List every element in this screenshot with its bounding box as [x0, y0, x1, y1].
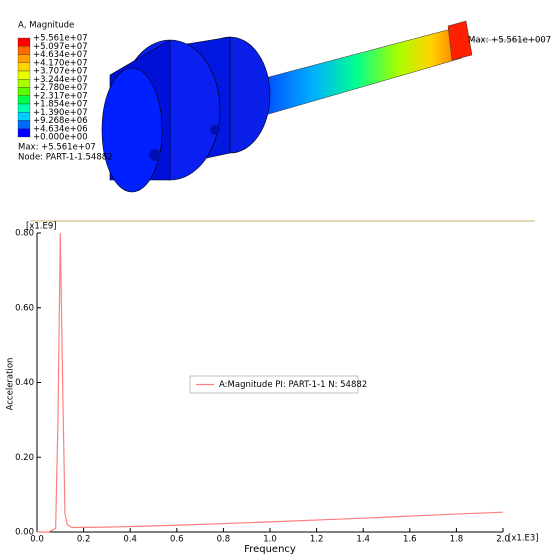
legend-label: +5.097e+07 — [33, 42, 88, 52]
legend-band — [17, 128, 31, 138]
legend-band — [17, 37, 31, 47]
y-axis-label: Acceleration — [6, 358, 16, 411]
y-multiplier: [x1.E9] — [26, 222, 57, 232]
x-tick-label: 0.0 — [30, 535, 44, 545]
legend-label: +5.561e+07 — [33, 34, 88, 44]
legend-band — [17, 46, 31, 55]
legend-band — [17, 120, 31, 129]
legend-label: +2.780e+07 — [33, 83, 88, 93]
legend-label: A:Magnitude PI: PART-1-1 N: 54882 — [219, 380, 367, 390]
legend-label: +1.854e+07 — [33, 100, 88, 110]
legend-band — [17, 54, 31, 63]
legend-label: +4.634e+07 — [33, 50, 88, 60]
model — [101, 20, 545, 193]
x-tick-label: 0.6 — [170, 535, 184, 545]
x-tick-label: 0.2 — [77, 535, 91, 545]
legend-band — [17, 62, 31, 72]
x-tick-label: 1.8 — [450, 535, 464, 545]
legend-label: +4.634e+06 — [33, 124, 88, 134]
callout: Max: +5.561e+007 — [468, 36, 551, 46]
x-multiplier: [x1.E3] — [508, 534, 539, 544]
y-tick-label: 0.40 — [15, 378, 34, 388]
legend-band — [17, 103, 31, 113]
legend-label: +3.707e+07 — [33, 67, 88, 77]
legend-title: A, Magnitude — [18, 21, 74, 31]
legend-label: +9.268e+06 — [33, 116, 88, 126]
legend-band — [17, 95, 31, 105]
x-tick-label: 1.4 — [356, 535, 370, 545]
legend-band — [17, 70, 31, 80]
x-tick-label: 1.2 — [310, 535, 324, 545]
legend-band — [17, 79, 31, 88]
legend-band — [17, 112, 31, 121]
x-tick-label: 1.0 — [263, 535, 277, 545]
legend-label: +2.317e+07 — [33, 91, 88, 101]
legend-label: +1.390e+07 — [33, 108, 88, 118]
x-tick-label: 2.0 — [496, 535, 510, 545]
x-tick-label: 0.4 — [123, 535, 137, 545]
max-label: Max: +5.561e+07 — [18, 143, 96, 153]
y-tick-label: 0.60 — [15, 303, 34, 313]
y-tick-label: 0.00 — [15, 528, 34, 538]
legend-label: +4.170e+07 — [33, 58, 88, 68]
x-tick-label: 1.6 — [403, 535, 417, 545]
series-line — [37, 232, 504, 533]
legend-band — [17, 87, 31, 96]
y-tick-label: 0.20 — [15, 453, 34, 463]
legend-label: +0.000e+00 — [33, 133, 88, 143]
legend-label: +3.244e+07 — [33, 75, 88, 85]
node-label: Node: PART-1-1.54882 — [18, 153, 113, 163]
legend-box — [189, 375, 359, 394]
x-tick-label: 0.8 — [217, 535, 231, 545]
x-axis-label: Frequency — [244, 544, 296, 555]
y-tick-label: 0.80 — [15, 229, 34, 239]
